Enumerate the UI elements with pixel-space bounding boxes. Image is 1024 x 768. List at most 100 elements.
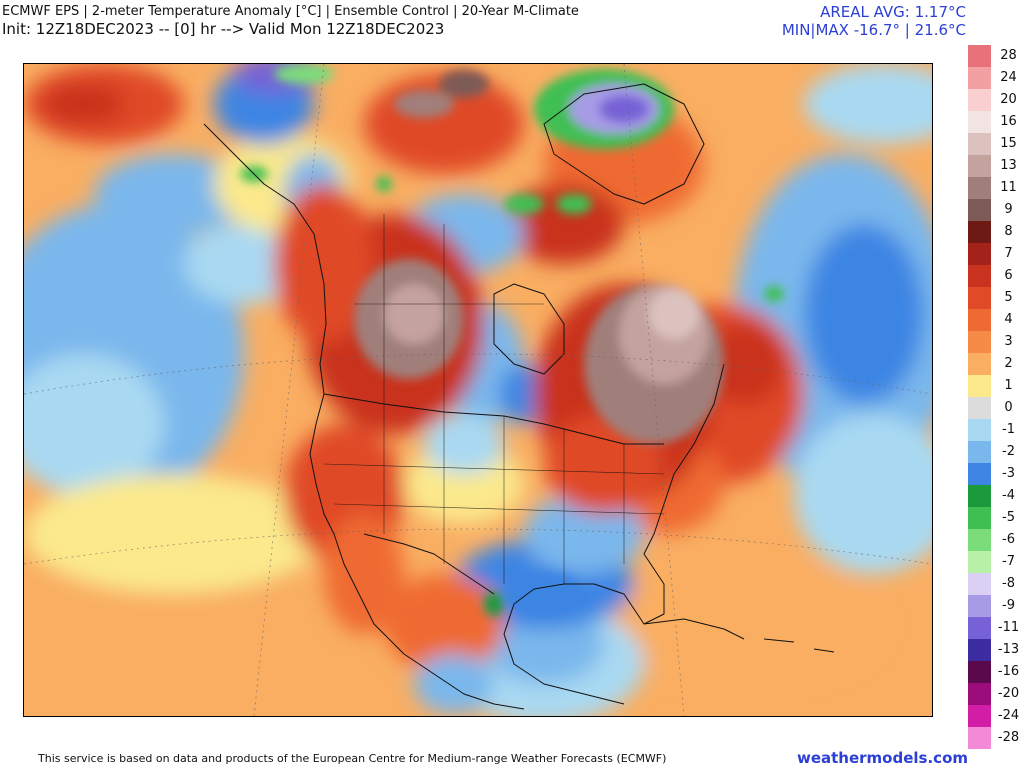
legend-label: -4 [1002, 488, 1015, 503]
legend-swatch [968, 221, 991, 243]
legend-entry: 16 [968, 111, 1024, 134]
legend-label: 2 [1004, 356, 1013, 371]
legend-swatch [968, 89, 991, 111]
legend-label: 9 [1004, 202, 1013, 217]
legend-swatch [968, 573, 991, 595]
areal-average: AREAL AVG: 1.17°C [820, 3, 966, 21]
legend-swatch [968, 67, 991, 89]
legend-swatch [968, 529, 991, 551]
legend-swatch [968, 551, 991, 573]
legend-label: 11 [1000, 180, 1017, 195]
legend-label: 6 [1004, 268, 1013, 283]
legend-swatch [968, 265, 991, 287]
legend-label: -16 [997, 664, 1020, 679]
legend-label: -5 [1002, 510, 1015, 525]
legend-swatch [968, 111, 991, 133]
legend-swatch [968, 485, 991, 507]
legend-entry: 9 [968, 199, 1024, 222]
legend-label: 20 [1000, 92, 1017, 107]
min-max-values: MIN|MAX -16.7° | 21.6°C [781, 21, 966, 39]
legend-entry: -8 [968, 573, 1024, 596]
legend-label: -9 [1002, 598, 1015, 613]
legend-label: 3 [1004, 334, 1013, 349]
legend-entry: -28 [968, 727, 1024, 750]
legend-entry: -24 [968, 705, 1024, 728]
legend-entry: -16 [968, 661, 1024, 684]
legend-entry: -11 [968, 617, 1024, 640]
legend-label: 28 [1000, 48, 1017, 63]
legend-label: 0 [1004, 400, 1013, 415]
legend-entry: -6 [968, 529, 1024, 552]
legend-entry: -20 [968, 683, 1024, 706]
legend-swatch [968, 639, 991, 661]
legend-label: -24 [997, 708, 1020, 723]
legend-label: 1 [1004, 378, 1013, 393]
legend-label: -3 [1002, 466, 1015, 481]
legend-swatch [968, 419, 991, 441]
legend-entry: -7 [968, 551, 1024, 574]
legend-entry: 8 [968, 221, 1024, 244]
legend-swatch [968, 45, 991, 67]
color-legend: 28 24 20 16 15 13 11 9 8 7 6 5 4 3 2 1 0 -1 -2 -3 -4 -5 -6 -7 -8… [968, 45, 1024, 750]
legend-swatch [968, 397, 991, 419]
legend-entry: 2 [968, 353, 1024, 376]
legend-label: 16 [1000, 114, 1017, 129]
legend-entry: 20 [968, 89, 1024, 112]
legend-swatch [968, 683, 991, 705]
ecmwf-attribution: This service is based on data and produc… [38, 752, 667, 765]
legend-swatch [968, 199, 991, 221]
legend-entry: 5 [968, 287, 1024, 310]
legend-swatch [968, 705, 991, 727]
legend-label: -11 [997, 620, 1020, 635]
legend-label: 8 [1004, 224, 1013, 239]
legend-entry: 7 [968, 243, 1024, 266]
legend-entry: -3 [968, 463, 1024, 486]
legend-label: -13 [997, 642, 1020, 657]
legend-swatch [968, 155, 991, 177]
legend-swatch [968, 661, 991, 683]
legend-label: -8 [1002, 576, 1015, 591]
legend-entry: 13 [968, 155, 1024, 178]
legend-label: -1 [1002, 422, 1015, 437]
map-stats: AREAL AVG: 1.17°C MIN|MAX -16.7° | 21.6°… [782, 4, 966, 40]
legend-swatch [968, 133, 991, 155]
legend-entry: 28 [968, 45, 1024, 68]
legend-entry: -9 [968, 595, 1024, 618]
legend-entry: 3 [968, 331, 1024, 354]
legend-label: 24 [1000, 70, 1017, 85]
legend-entry: -1 [968, 419, 1024, 442]
legend-entry: 15 [968, 133, 1024, 156]
legend-label: 4 [1004, 312, 1013, 327]
legend-entry: 24 [968, 67, 1024, 90]
legend-swatch [968, 243, 991, 265]
legend-entry: 4 [968, 309, 1024, 332]
site-credit: weathermodels.com [796, 749, 968, 767]
anomaly-map [23, 63, 933, 717]
legend-entry: -5 [968, 507, 1024, 530]
legend-entry: 6 [968, 265, 1024, 288]
legend-swatch [968, 309, 991, 331]
legend-label: -20 [997, 686, 1020, 701]
map-title: ECMWF EPS | 2-meter Temperature Anomaly … [2, 4, 579, 19]
anomaly-map-graphic [24, 64, 932, 716]
legend-swatch [968, 375, 991, 397]
legend-label: 15 [1000, 136, 1017, 151]
legend-entry: 0 [968, 397, 1024, 420]
legend-label: -7 [1002, 554, 1015, 569]
legend-entry: -2 [968, 441, 1024, 464]
legend-label: 13 [1000, 158, 1017, 173]
legend-label: -2 [1002, 444, 1015, 459]
legend-label: 5 [1004, 290, 1013, 305]
legend-swatch [968, 507, 991, 529]
legend-swatch [968, 595, 991, 617]
legend-swatch [968, 331, 991, 353]
map-valid-time: Init: 12Z18DEC2023 -- [0] hr --> Valid M… [2, 20, 445, 38]
legend-swatch [968, 287, 991, 309]
legend-label: -28 [997, 730, 1020, 745]
legend-swatch [968, 353, 991, 375]
legend-swatch [968, 463, 991, 485]
legend-label: 7 [1004, 246, 1013, 261]
legend-entry: 1 [968, 375, 1024, 398]
legend-swatch [968, 727, 991, 749]
legend-entry: -13 [968, 639, 1024, 662]
